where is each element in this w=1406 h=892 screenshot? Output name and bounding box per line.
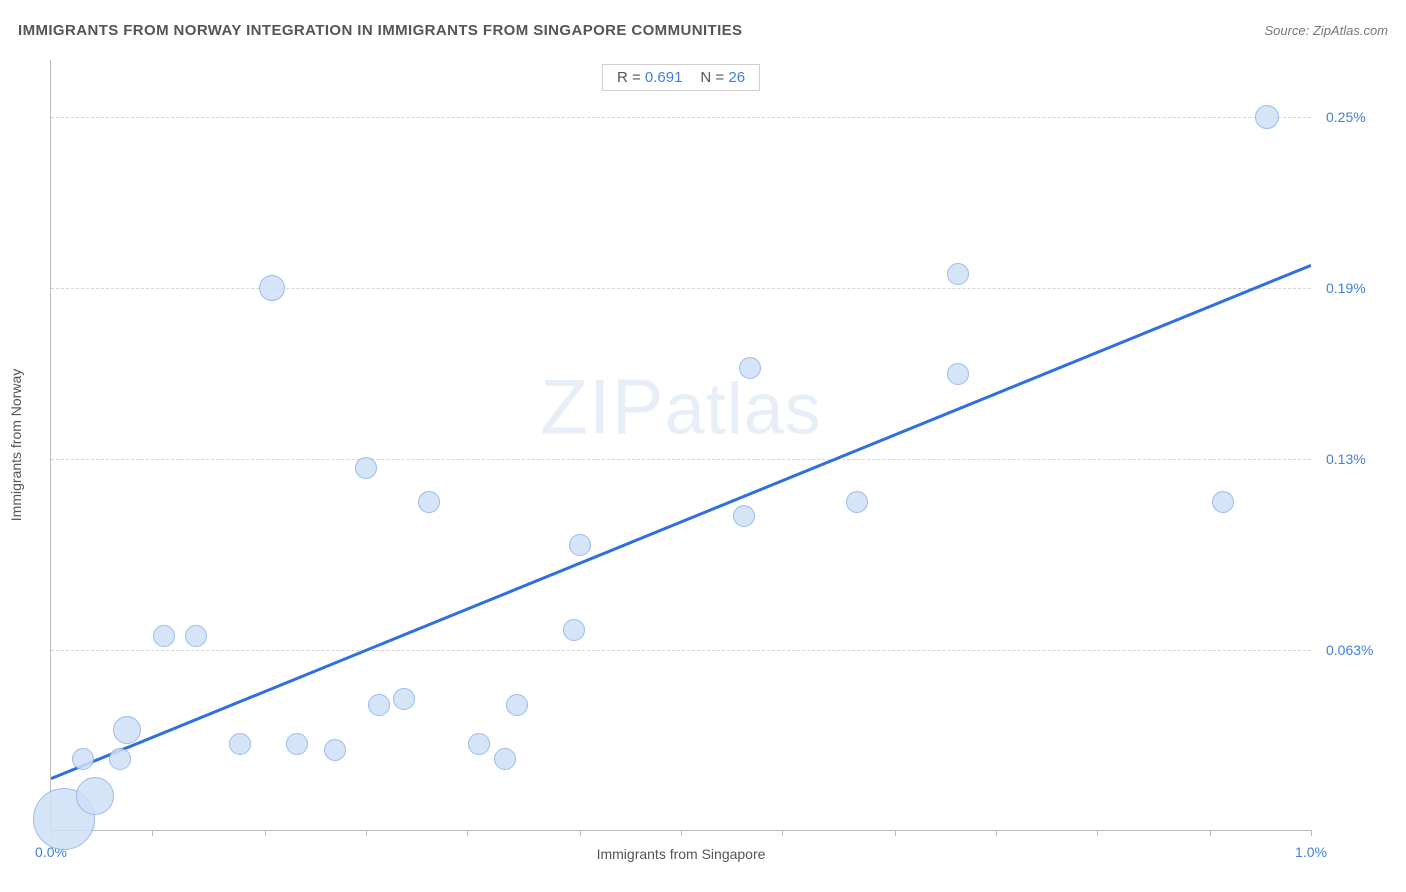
y-tick-label: 0.13% (1326, 451, 1366, 467)
trend-line (51, 60, 1311, 830)
chart-title: IMMIGRANTS FROM NORWAY INTEGRATION IN IM… (18, 22, 742, 39)
x-tick (265, 830, 266, 836)
watermark-zip: ZIP (540, 362, 664, 450)
source-attribution: Source: ZipAtlas.com (1264, 23, 1388, 38)
x-tick (366, 830, 367, 836)
x-tick (1210, 830, 1211, 836)
data-point[interactable] (368, 694, 390, 716)
y-tick-label: 0.063% (1326, 642, 1373, 658)
n-stat: N = 26 (700, 69, 745, 86)
watermark-atlas: atlas (665, 369, 822, 449)
x-axis-label: Immigrants from Singapore (597, 846, 766, 862)
data-point[interactable] (846, 491, 868, 513)
data-point[interactable] (739, 357, 761, 379)
data-point[interactable] (947, 263, 969, 285)
data-point[interactable] (468, 733, 490, 755)
x-tick (467, 830, 468, 836)
data-point[interactable] (947, 363, 969, 385)
data-point[interactable] (494, 748, 516, 770)
scatter-plot: ZIPatlas R = 0.691 N = 26 Immigrants fro… (50, 60, 1311, 831)
gridline (51, 288, 1311, 289)
data-point[interactable] (733, 505, 755, 527)
data-point[interactable] (355, 457, 377, 479)
x-tick (681, 830, 682, 836)
data-point[interactable] (569, 534, 591, 556)
x-tick (996, 830, 997, 836)
y-axis-label: Immigrants from Norway (8, 369, 24, 521)
data-point[interactable] (418, 491, 440, 513)
data-point[interactable] (563, 619, 585, 641)
data-point[interactable] (229, 733, 251, 755)
x-tick (895, 830, 896, 836)
data-point[interactable] (76, 777, 114, 815)
x-tick (580, 830, 581, 836)
data-point[interactable] (286, 733, 308, 755)
data-point[interactable] (185, 625, 207, 647)
data-point[interactable] (1212, 491, 1234, 513)
data-point[interactable] (72, 748, 94, 770)
data-point[interactable] (393, 688, 415, 710)
gridline (51, 117, 1311, 118)
x-tick (152, 830, 153, 836)
x-tick (1097, 830, 1098, 836)
chart-header: IMMIGRANTS FROM NORWAY INTEGRATION IN IM… (18, 22, 1388, 39)
data-point[interactable] (109, 748, 131, 770)
x-tick (1311, 830, 1312, 836)
data-point[interactable] (1255, 105, 1279, 129)
data-point[interactable] (113, 716, 141, 744)
data-point[interactable] (506, 694, 528, 716)
data-point[interactable] (324, 739, 346, 761)
gridline (51, 650, 1311, 651)
y-tick-label: 0.25% (1326, 109, 1366, 125)
data-point[interactable] (259, 275, 285, 301)
data-point[interactable] (153, 625, 175, 647)
y-tick-label: 0.19% (1326, 280, 1366, 296)
stats-legend: R = 0.691 N = 26 (602, 64, 760, 91)
r-stat: R = 0.691 (617, 69, 682, 86)
x-tick-label-hi: 1.0% (1295, 844, 1327, 860)
gridline (51, 459, 1311, 460)
x-tick (782, 830, 783, 836)
watermark-logo: ZIPatlas (540, 361, 821, 452)
